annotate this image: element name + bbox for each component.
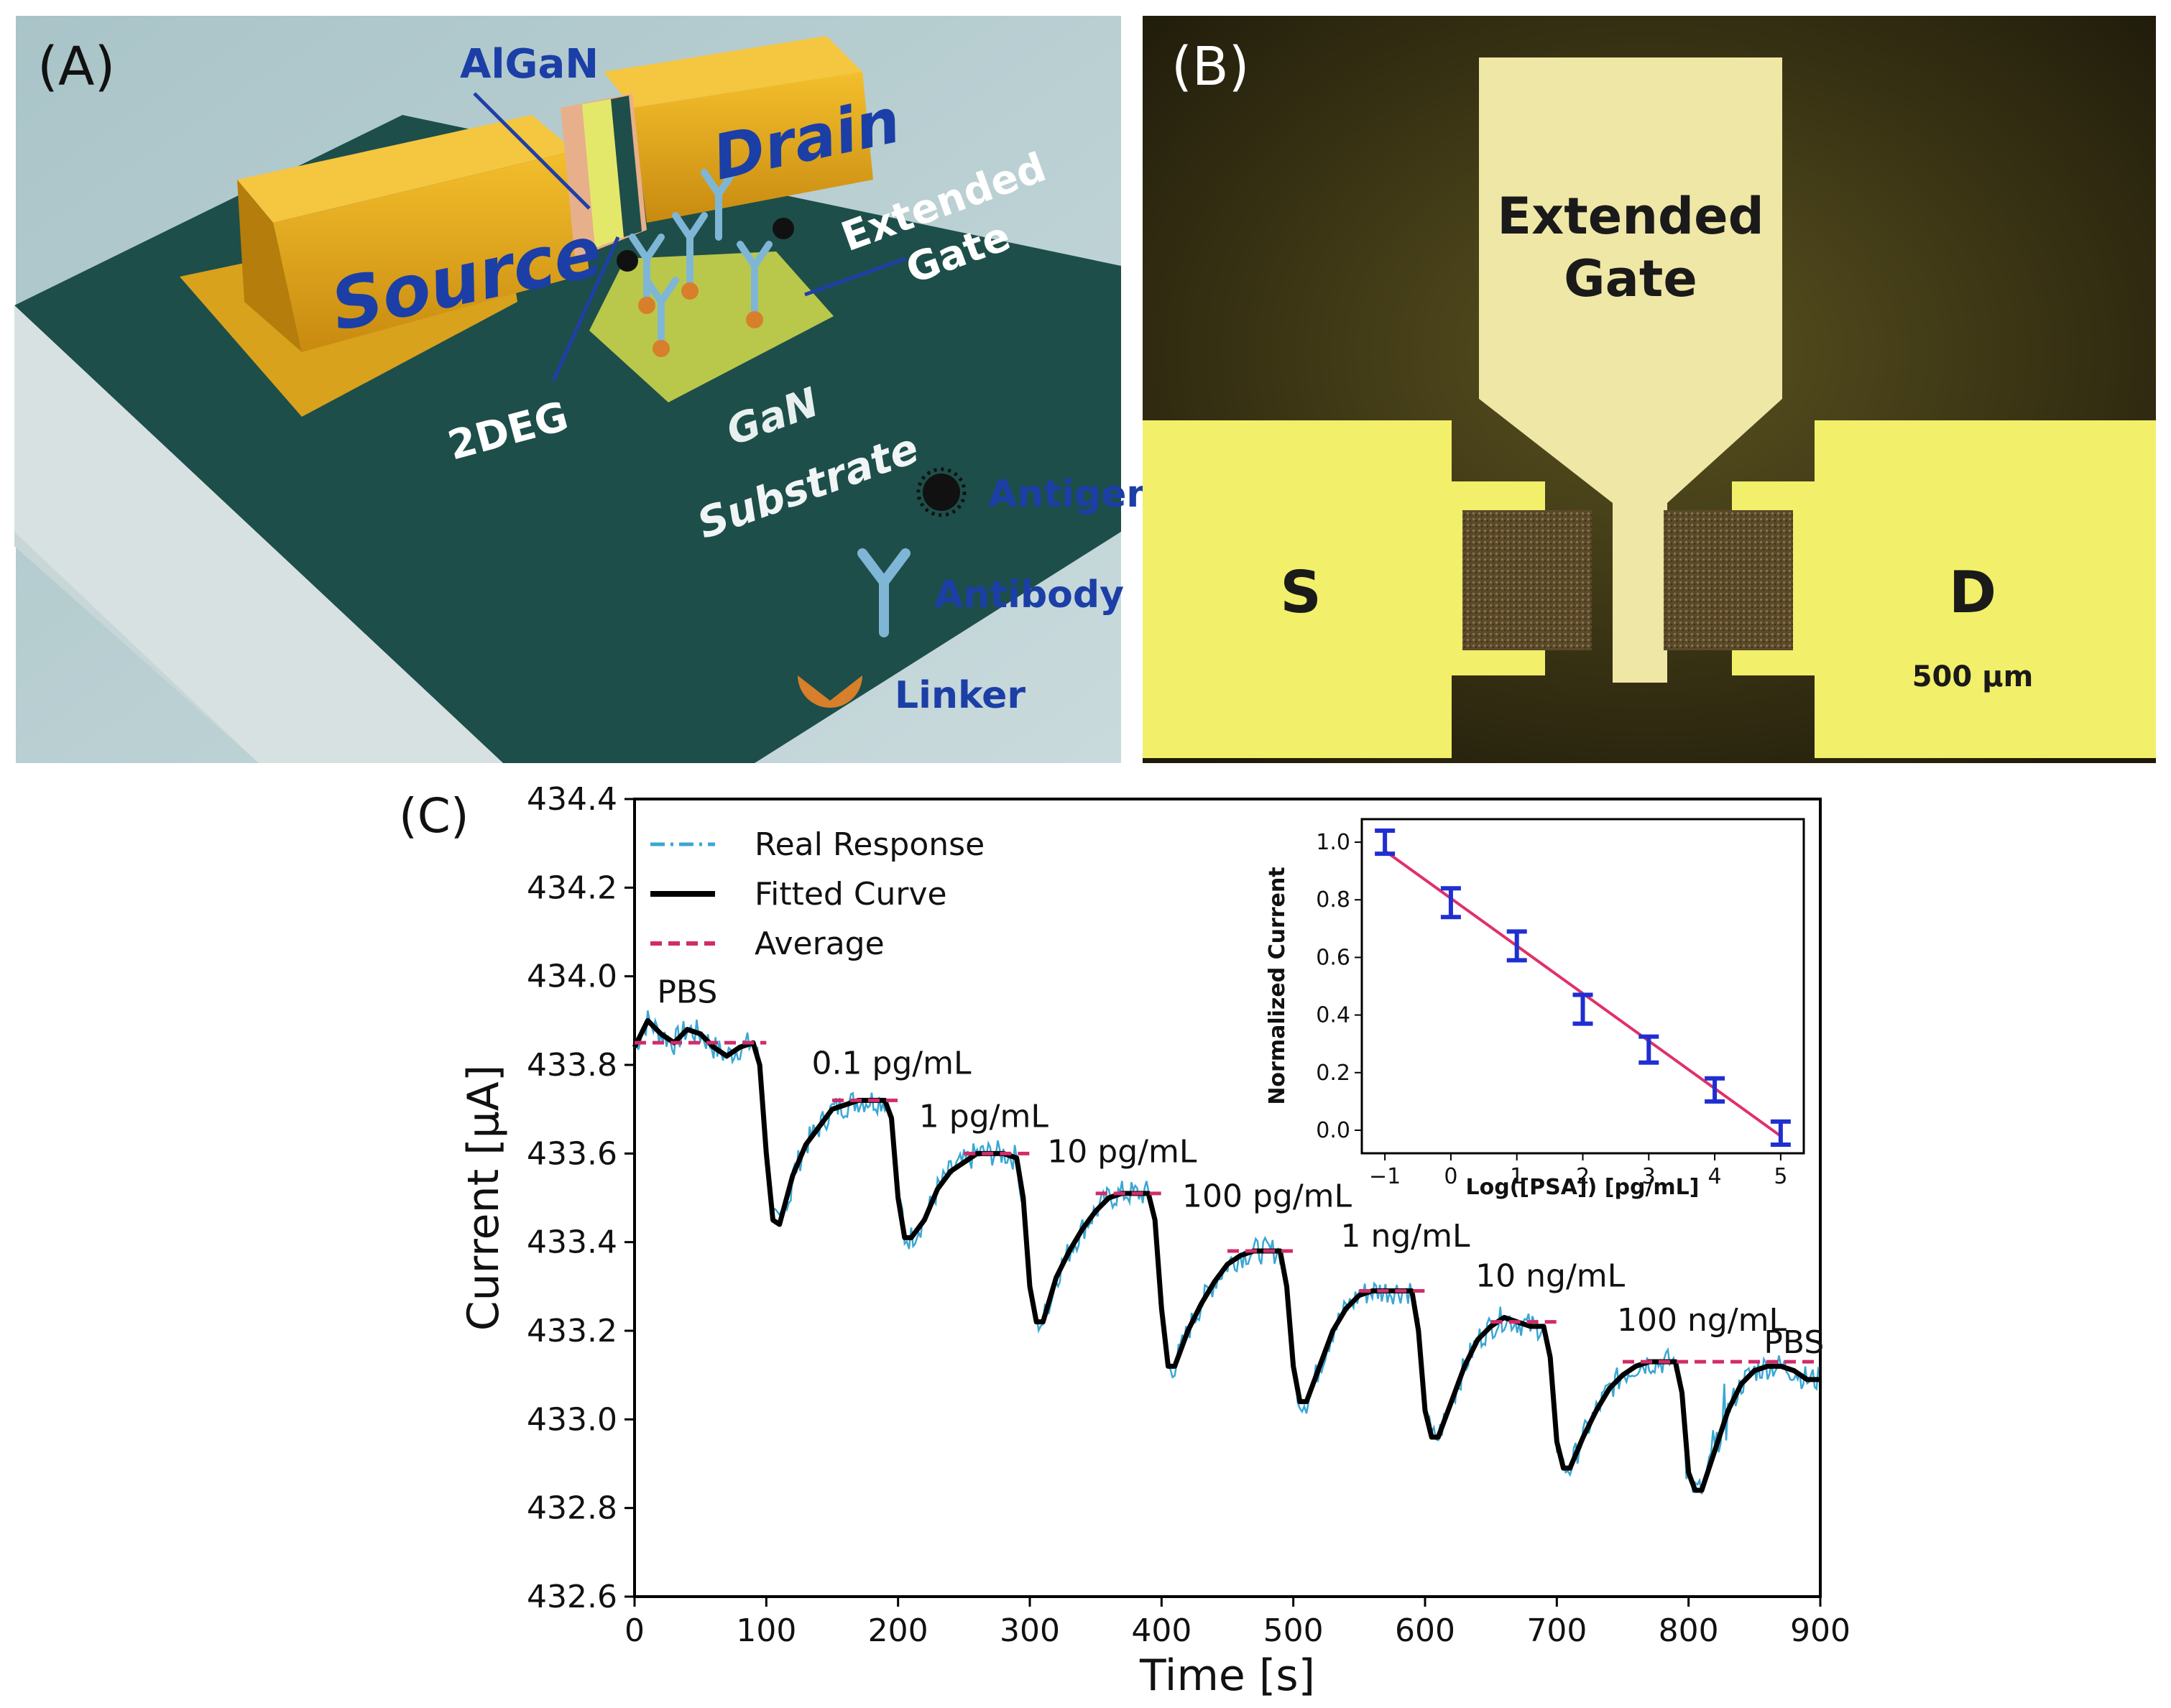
- linker-group: [638, 282, 763, 357]
- gan-layer: [611, 96, 642, 237]
- y-tick-label: 434.4: [527, 781, 617, 818]
- panel-a-arrows: [473, 92, 906, 382]
- inset-x-tick-label: 3: [1642, 1164, 1656, 1189]
- x-tick-label: 100: [736, 1612, 796, 1649]
- inset-x-tick-label: −1: [1369, 1164, 1401, 1189]
- algan-layer: [582, 99, 624, 248]
- inset-x-tick-label: 2: [1576, 1164, 1590, 1189]
- concentration-annotation: 1 ng/mL: [1341, 1218, 1470, 1255]
- concentration-annotation: 1 pg/mL: [919, 1098, 1049, 1135]
- x-tick-label: 300: [1000, 1612, 1060, 1649]
- y-tick-label: 433.8: [527, 1047, 617, 1084]
- y-tick-label: 433.4: [527, 1224, 617, 1261]
- inset-plot-frame: [1360, 818, 1805, 1155]
- main-x-axis: 0 100 200 300 400 500 600 700 800 900: [624, 1597, 1850, 1649]
- concentration-annotation: 100 ng/mL: [1617, 1302, 1787, 1339]
- inset-y-axis: 0.0 0.2 0.4 0.6 0.8 1.0: [1316, 830, 1362, 1143]
- inset-y-tick-label: 1.0: [1316, 830, 1350, 855]
- inset-x-tick-label: 0: [1444, 1164, 1457, 1189]
- legend-real-label: Real Response: [755, 826, 985, 863]
- inset-marks: [1375, 828, 1791, 1147]
- antigen-legend-icon: [916, 467, 967, 517]
- inset-x-tick-label: 5: [1774, 1164, 1787, 1189]
- x-tick-label: 700: [1526, 1612, 1587, 1649]
- x-tick-label: 900: [1790, 1612, 1850, 1649]
- main-y-axis: 432.6 432.8 433.0 433.2 433.4 433.6 433.8 434.0…: [527, 781, 635, 1615]
- antibody-legend-icon: [857, 548, 911, 637]
- concentration-annotation: PBS: [657, 974, 717, 1011]
- panel-c-label: (C): [399, 788, 469, 844]
- x-tick-label: 400: [1131, 1612, 1191, 1649]
- x-tick-label: 600: [1395, 1612, 1455, 1649]
- x-tick-label: 800: [1659, 1612, 1719, 1649]
- linker-legend-icon: [798, 675, 862, 708]
- main-y-axis-label: Current [µA]: [458, 1065, 509, 1331]
- main-legend: Real Response Fitted Curve Average: [650, 826, 985, 962]
- main-x-axis-label: Time [s]: [1139, 1651, 1315, 1701]
- inset-y-tick-label: 0.0: [1316, 1118, 1350, 1143]
- panel-c: (C) 0 100 200 300 400 500 600 700 800 900 432.643…: [399, 781, 1850, 1701]
- antigen-legend-label: Antigen: [988, 473, 1153, 516]
- source-block-front: [273, 151, 589, 352]
- inset-x-tick-label: 4: [1708, 1164, 1722, 1189]
- source-pad-b: [1143, 420, 1452, 758]
- y-tick-label: 432.8: [527, 1490, 617, 1527]
- antibody-group: [629, 169, 773, 348]
- y-tick-label: 433.6: [527, 1135, 617, 1172]
- y-tick-label: 434.2: [527, 869, 617, 906]
- x-tick-label: 0: [624, 1612, 645, 1649]
- legend-fitted-label: Fitted Curve: [755, 876, 947, 913]
- x-tick-label: 200: [868, 1612, 928, 1649]
- legend-average-label: Average: [755, 925, 885, 962]
- inset-y-tick-label: 0.6: [1316, 945, 1350, 970]
- inset-y-tick-label: 0.4: [1316, 1003, 1350, 1028]
- algan-label: AlGaN: [460, 41, 599, 88]
- sensing-area-right: [1664, 510, 1793, 650]
- panel-a: (A) Source Drain AlGaN Extended Gate 2DE…: [14, 16, 1153, 763]
- panel-b-label: (B): [1171, 36, 1250, 98]
- fitted-curve-line: [632, 1017, 1820, 1493]
- concentration-annotation: 10 ng/mL: [1475, 1257, 1625, 1294]
- drain-pad-b: [1815, 420, 2156, 758]
- y-tick-label: 434.0: [527, 959, 617, 995]
- concentration-annotation: PBS: [1764, 1324, 1824, 1361]
- antibody-legend-label: Antibody: [934, 573, 1124, 617]
- source-s-label: S: [1280, 559, 1322, 626]
- x-tick-label: 500: [1263, 1612, 1324, 1649]
- sensing-area-left: [1462, 510, 1592, 650]
- panel-a-label: (A): [37, 36, 115, 98]
- inset-y-tick-label: 0.2: [1316, 1061, 1350, 1086]
- panel-b: (B) Extended Gate S D 500 µm: [1143, 16, 2156, 763]
- main-series: [632, 1010, 1820, 1495]
- extended-gate-electrode: [1479, 57, 1782, 683]
- source-block-top: [237, 115, 575, 223]
- inset-x-tick-label: 1: [1510, 1164, 1524, 1189]
- drain-d-label: D: [1949, 559, 1996, 626]
- linker-legend-label: Linker: [895, 674, 1025, 717]
- substrate-front: [14, 305, 503, 763]
- inset-y-axis-label: Normalized Current: [1265, 867, 1290, 1104]
- inset-y-tick-label: 0.8: [1316, 887, 1350, 913]
- source-block-side: [237, 180, 302, 352]
- y-tick-label: 432.6: [527, 1579, 617, 1615]
- inset-x-axis: −1 0 1 2 3 4 5: [1369, 1153, 1787, 1189]
- antigen-group: [617, 218, 794, 272]
- main-plot-frame: [633, 798, 1822, 1598]
- drain-block-top: [604, 36, 862, 108]
- y-tick-label: 433.0: [527, 1401, 617, 1438]
- extended-gate-b-line2: Gate: [1564, 249, 1697, 308]
- inset-x-axis-label: Log([PSA]) [pg/mL]: [1465, 1175, 1699, 1200]
- y-tick-label: 433.2: [527, 1313, 617, 1349]
- extended-gate-b-line1: Extended: [1497, 187, 1764, 246]
- concentration-annotation: 10 pg/mL: [1047, 1134, 1197, 1171]
- drain-block-front: [632, 72, 873, 223]
- concentration-annotation: 0.1 pg/mL: [811, 1045, 972, 1081]
- concentration-annotation: 100 pg/mL: [1182, 1178, 1352, 1214]
- scale-bar-label: 500 µm: [1912, 660, 2034, 693]
